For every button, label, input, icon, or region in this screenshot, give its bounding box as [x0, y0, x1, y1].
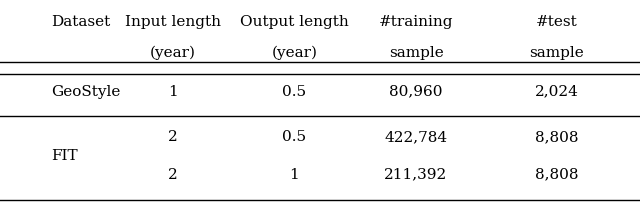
- Text: sample: sample: [529, 46, 584, 60]
- Text: GeoStyle: GeoStyle: [51, 84, 120, 99]
- Text: (year): (year): [271, 46, 317, 60]
- Text: 211,392: 211,392: [385, 168, 447, 182]
- Text: 2,024: 2,024: [535, 84, 579, 99]
- Text: 8,808: 8,808: [535, 130, 579, 144]
- Text: FIT: FIT: [51, 149, 78, 163]
- Text: Output length: Output length: [240, 15, 349, 28]
- Text: Dataset: Dataset: [51, 15, 111, 28]
- Text: 1: 1: [168, 84, 178, 99]
- Text: 422,784: 422,784: [385, 130, 447, 144]
- Text: (year): (year): [150, 46, 196, 60]
- Text: #test: #test: [536, 15, 578, 28]
- Text: Input length: Input length: [125, 15, 221, 28]
- Text: 80,960: 80,960: [389, 84, 443, 99]
- Text: 1: 1: [289, 168, 300, 182]
- Text: 2: 2: [168, 130, 178, 144]
- Text: #training: #training: [379, 15, 453, 28]
- Text: 2: 2: [168, 168, 178, 182]
- Text: 0.5: 0.5: [282, 84, 307, 99]
- Text: sample: sample: [388, 46, 444, 60]
- Text: 8,808: 8,808: [535, 168, 579, 182]
- Text: 0.5: 0.5: [282, 130, 307, 144]
